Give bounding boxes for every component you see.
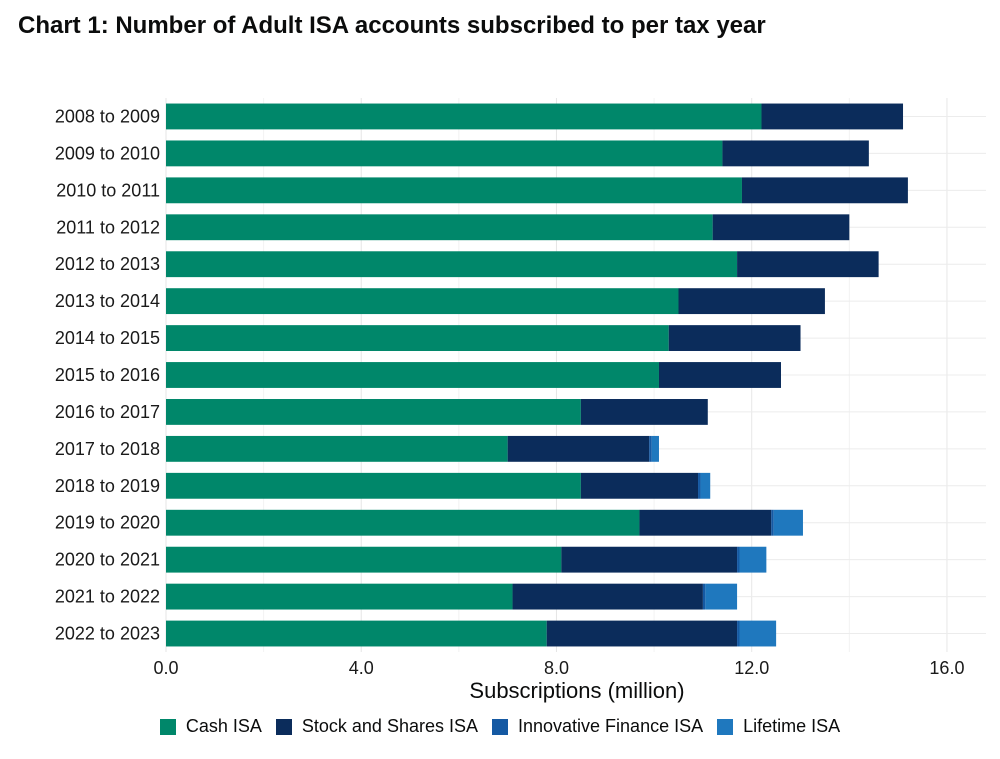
bar-segment-stock-and-shares-isa <box>741 177 908 204</box>
category-label: 2015 to 2016 <box>55 365 160 385</box>
category-label: 2011 to 2012 <box>56 217 160 237</box>
bar-segment-stock-and-shares-isa <box>639 509 772 536</box>
category-label: 2013 to 2014 <box>55 291 160 311</box>
bar-segment-cash-isa <box>166 177 742 204</box>
category-label: 2020 to 2021 <box>55 550 160 570</box>
bar-segment-stock-and-shares-isa <box>658 362 781 388</box>
legend-label: Stock and Shares ISA <box>301 716 478 736</box>
bar-segment-stock-and-shares-isa <box>580 472 699 499</box>
x-tick-label: 12.0 <box>734 658 769 678</box>
bar-segment-lifetime-isa <box>773 509 803 536</box>
bar-segment-cash-isa <box>166 325 669 351</box>
category-label: 2014 to 2015 <box>55 328 160 348</box>
x-tick-label: 8.0 <box>544 658 569 678</box>
bar-segment-cash-isa <box>166 509 640 536</box>
legend-swatch <box>717 718 734 735</box>
chart-title: Chart 1: Number of Adult ISA accounts su… <box>18 12 766 39</box>
legend-label: Innovative Finance ISA <box>518 716 704 736</box>
category-label: 2008 to 2009 <box>55 106 160 126</box>
bar-segment-stock-and-shares-isa <box>561 546 738 573</box>
bar-segment-cash-isa <box>166 288 679 315</box>
legend-label: Lifetime ISA <box>743 716 841 736</box>
bar-segment-cash-isa <box>166 399 581 425</box>
bar-segment-lifetime-isa <box>739 546 767 573</box>
bar-segment-innovative-finance-isa <box>649 435 652 462</box>
legend-label: Cash ISA <box>185 716 262 736</box>
bar-segment-stock-and-shares-isa <box>512 583 703 610</box>
legend-item: Stock and Shares ISA <box>275 716 478 737</box>
legend-swatch <box>159 718 176 735</box>
bar-segment-lifetime-isa <box>651 435 659 462</box>
x-tick-label: 16.0 <box>929 658 964 678</box>
legend-item: Cash ISA <box>159 716 262 737</box>
legend-swatch <box>492 718 508 735</box>
category-label: 2017 to 2018 <box>55 439 160 459</box>
bar-segment-innovative-finance-isa <box>771 509 774 536</box>
bar-segment-innovative-finance-isa <box>698 472 701 499</box>
category-labels: 2008 to 2009 2009 to 2010 2010 to 2011 2011… <box>55 106 160 643</box>
bar-segment-cash-isa <box>166 103 762 130</box>
legend-item: Lifetime ISA <box>717 716 840 737</box>
category-label: 2012 to 2013 <box>55 254 160 274</box>
bar-segment-cash-isa <box>166 214 713 241</box>
category-label: 2019 to 2020 <box>55 513 160 533</box>
category-label: 2022 to 2023 <box>55 624 160 644</box>
bar-segment-cash-isa <box>166 620 547 647</box>
bar-segment-cash-isa <box>166 140 723 167</box>
bar-segment-cash-isa <box>166 546 562 573</box>
bar-segment-lifetime-isa <box>705 583 738 610</box>
bar-segment-cash-isa <box>166 362 659 388</box>
bar-segment-lifetime-isa <box>739 620 777 647</box>
category-label: 2018 to 2019 <box>55 476 160 496</box>
bar-segment-stock-and-shares-isa <box>737 251 879 278</box>
category-label: 2009 to 2010 <box>55 143 160 163</box>
bar-segment-cash-isa <box>166 251 738 278</box>
legend-swatch <box>275 718 292 735</box>
bar-segment-innovative-finance-isa <box>737 620 740 647</box>
bar-segment-stock-and-shares-isa <box>761 103 904 130</box>
bar-segment-innovative-finance-isa <box>737 546 740 573</box>
stacked-bar-chart: 2008 to 2009 2009 to 2010 2010 to 2011 2011… <box>55 98 986 703</box>
bar-segment-stock-and-shares-isa <box>507 435 650 462</box>
bar-segment-cash-isa <box>166 583 513 610</box>
bar-segment-cash-isa <box>166 472 581 499</box>
bar-segment-cash-isa <box>166 435 508 462</box>
bar-segment-stock-and-shares-isa <box>668 325 801 351</box>
x-axis-title: Subscriptions (million) <box>469 678 684 703</box>
x-tick-label: 0.0 <box>153 658 178 678</box>
bar-segment-innovative-finance-isa <box>702 583 706 610</box>
legend: Cash ISA Stock and Shares ISA Innovative F… <box>0 716 1000 737</box>
x-tick-label: 4.0 <box>349 658 374 678</box>
bar-segment-lifetime-isa <box>700 472 711 499</box>
bars <box>166 103 908 647</box>
bar-segment-stock-and-shares-isa <box>722 140 869 167</box>
bar-segment-stock-and-shares-isa <box>580 399 708 425</box>
category-label: 2016 to 2017 <box>55 402 160 422</box>
legend-item: Innovative Finance ISA <box>492 716 703 737</box>
category-label: 2010 to 2011 <box>56 180 160 200</box>
bar-segment-stock-and-shares-isa <box>712 214 850 241</box>
bar-segment-stock-and-shares-isa <box>678 288 825 315</box>
x-tick-labels: 0.0 4.0 8.0 12.0 16.0 <box>153 658 964 678</box>
category-label: 2021 to 2022 <box>55 587 160 607</box>
bar-segment-stock-and-shares-isa <box>546 620 738 647</box>
